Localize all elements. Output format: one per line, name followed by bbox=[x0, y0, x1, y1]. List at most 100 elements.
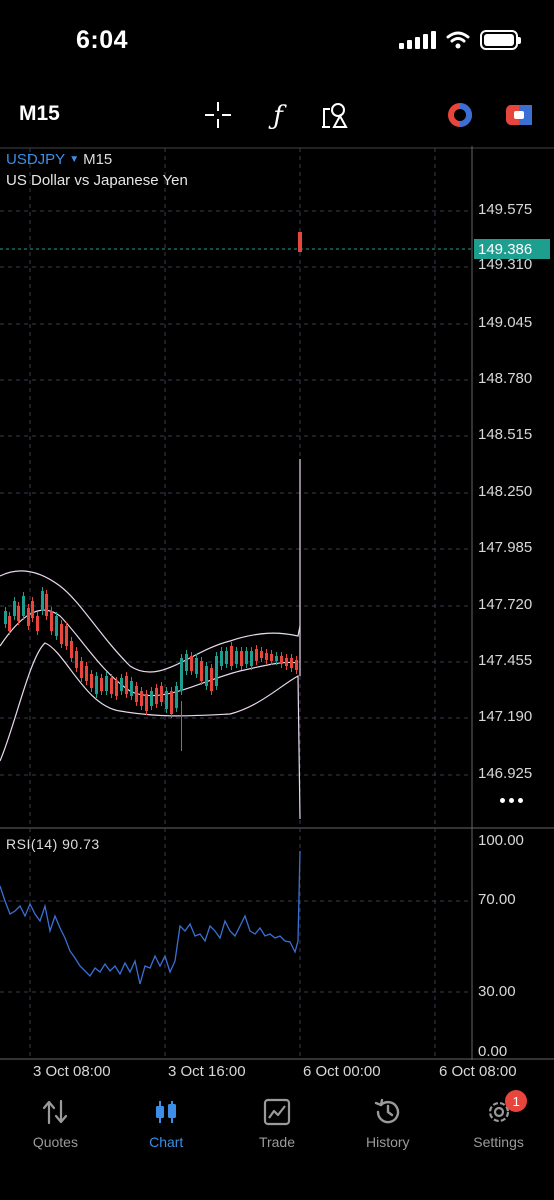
chart-toolbar: M15 ƒ bbox=[0, 88, 554, 140]
one-click-trade-icon[interactable] bbox=[443, 98, 477, 132]
candle-body bbox=[41, 591, 44, 611]
candle-body bbox=[185, 654, 188, 671]
price-scale-label: 148.780 bbox=[478, 370, 533, 387]
candle-body bbox=[290, 658, 293, 668]
symbol-name[interactable]: USDJPY bbox=[6, 151, 66, 168]
candle-body bbox=[205, 666, 208, 686]
time-axis-label: 3 Oct 08:00 bbox=[33, 1063, 111, 1080]
price-scale-label: 147.455 bbox=[478, 652, 533, 669]
candle-body bbox=[215, 656, 218, 686]
history-icon bbox=[372, 1096, 404, 1128]
more-options-icon[interactable] bbox=[500, 798, 523, 803]
candle-body bbox=[275, 656, 278, 661]
cellular-signal-icon bbox=[399, 31, 436, 49]
price-chart[interactable] bbox=[0, 146, 554, 1060]
current-price-label: 149.386 bbox=[474, 239, 550, 259]
candle-body bbox=[65, 626, 68, 646]
notification-badge: 1 bbox=[505, 1090, 528, 1112]
rsi-level-label: 30.00 bbox=[478, 983, 516, 1000]
chart-area[interactable]: USDJPY ▼ M15 US Dollar vs Japanese Yen 1… bbox=[0, 146, 554, 1060]
price-scale-label: 147.190 bbox=[478, 708, 533, 725]
time-axis-label: 6 Oct 08:00 bbox=[439, 1063, 517, 1080]
candle-body bbox=[120, 678, 123, 691]
rsi-level-label: 0.00 bbox=[478, 1043, 508, 1060]
candle-body bbox=[160, 686, 163, 702]
indicator-f-icon[interactable]: ƒ bbox=[261, 98, 295, 132]
candle-body bbox=[230, 646, 233, 666]
bollinger-upper-band bbox=[0, 570, 301, 673]
candle-body bbox=[170, 691, 173, 714]
candle-body bbox=[50, 611, 53, 631]
time-axis-label: 6 Oct 00:00 bbox=[303, 1063, 381, 1080]
price-scale-label: 148.250 bbox=[478, 483, 533, 500]
status-time: 6:04 bbox=[76, 26, 129, 54]
candle-body bbox=[36, 616, 39, 631]
tab-label: Settings bbox=[473, 1134, 524, 1150]
tab-label: Chart bbox=[149, 1134, 184, 1150]
candle-body bbox=[110, 678, 113, 694]
price-scale-label: 147.720 bbox=[478, 596, 533, 613]
candle-body bbox=[150, 691, 153, 706]
candle-body bbox=[145, 694, 148, 711]
candle-body bbox=[31, 601, 34, 618]
tab-chart[interactable]: Chart bbox=[111, 1090, 222, 1200]
chart-icon bbox=[150, 1096, 182, 1128]
wifi-icon bbox=[446, 31, 470, 49]
crosshair-icon[interactable] bbox=[201, 98, 235, 132]
candle-body bbox=[240, 651, 243, 666]
candle-body bbox=[115, 681, 118, 696]
price-scale-label: 147.985 bbox=[478, 539, 533, 556]
last-candle bbox=[298, 232, 302, 252]
settings-icon bbox=[483, 1096, 515, 1128]
svg-text:ƒ: ƒ bbox=[268, 101, 287, 130]
symbol-header[interactable]: USDJPY ▼ M15 bbox=[6, 151, 112, 168]
chevron-down-icon[interactable]: ▼ bbox=[69, 154, 80, 165]
candle-body bbox=[175, 686, 178, 708]
tab-settings[interactable]: 1 Settings bbox=[443, 1090, 554, 1200]
candle-body bbox=[8, 616, 11, 631]
time-axis-label: 3 Oct 16:00 bbox=[168, 1063, 246, 1080]
candle-body bbox=[255, 649, 258, 661]
candle-body bbox=[235, 651, 238, 664]
price-scale-label: 149.045 bbox=[478, 314, 533, 331]
candle-body bbox=[45, 594, 48, 616]
candle-body bbox=[95, 676, 98, 694]
price-scale-label: 149.310 bbox=[478, 256, 533, 273]
candle-body bbox=[270, 654, 273, 661]
candle-body bbox=[245, 651, 248, 664]
status-bar: 6:04 bbox=[0, 0, 554, 80]
candle-body bbox=[60, 624, 63, 644]
candle-body bbox=[55, 616, 58, 636]
candle-body bbox=[125, 676, 128, 694]
candle-body bbox=[200, 661, 203, 681]
trade-icon bbox=[261, 1096, 293, 1128]
symbol-timeframe: M15 bbox=[83, 151, 113, 168]
candle-body bbox=[100, 678, 103, 691]
candle-body bbox=[70, 641, 73, 658]
objects-icon[interactable] bbox=[319, 98, 353, 132]
candle-body bbox=[180, 658, 183, 691]
candle-body bbox=[130, 681, 133, 696]
candle-body bbox=[280, 656, 283, 664]
timeframe-button[interactable]: M15 bbox=[19, 102, 60, 125]
rsi-level-label: 70.00 bbox=[478, 891, 516, 908]
candle-body bbox=[210, 668, 213, 691]
candle-body bbox=[265, 653, 268, 660]
rsi-label[interactable]: RSI(14) 90.73 bbox=[6, 836, 100, 852]
price-scale-label: 148.515 bbox=[478, 426, 533, 443]
tab-trade[interactable]: Trade bbox=[222, 1090, 333, 1200]
candle-body bbox=[13, 601, 16, 616]
tab-history[interactable]: History bbox=[332, 1090, 443, 1200]
candle-body bbox=[4, 611, 7, 624]
tab-label: Trade bbox=[258, 1134, 296, 1150]
candle-body bbox=[75, 651, 78, 668]
account-icon[interactable] bbox=[502, 98, 536, 132]
candle-body bbox=[27, 608, 30, 626]
tab-quotes[interactable]: Quotes bbox=[0, 1090, 111, 1200]
candle-body bbox=[155, 688, 158, 704]
candle-body bbox=[285, 658, 288, 666]
status-icons bbox=[399, 30, 521, 50]
quotes-icon bbox=[39, 1096, 71, 1128]
candle-body bbox=[260, 651, 263, 658]
candle-body bbox=[105, 676, 108, 691]
